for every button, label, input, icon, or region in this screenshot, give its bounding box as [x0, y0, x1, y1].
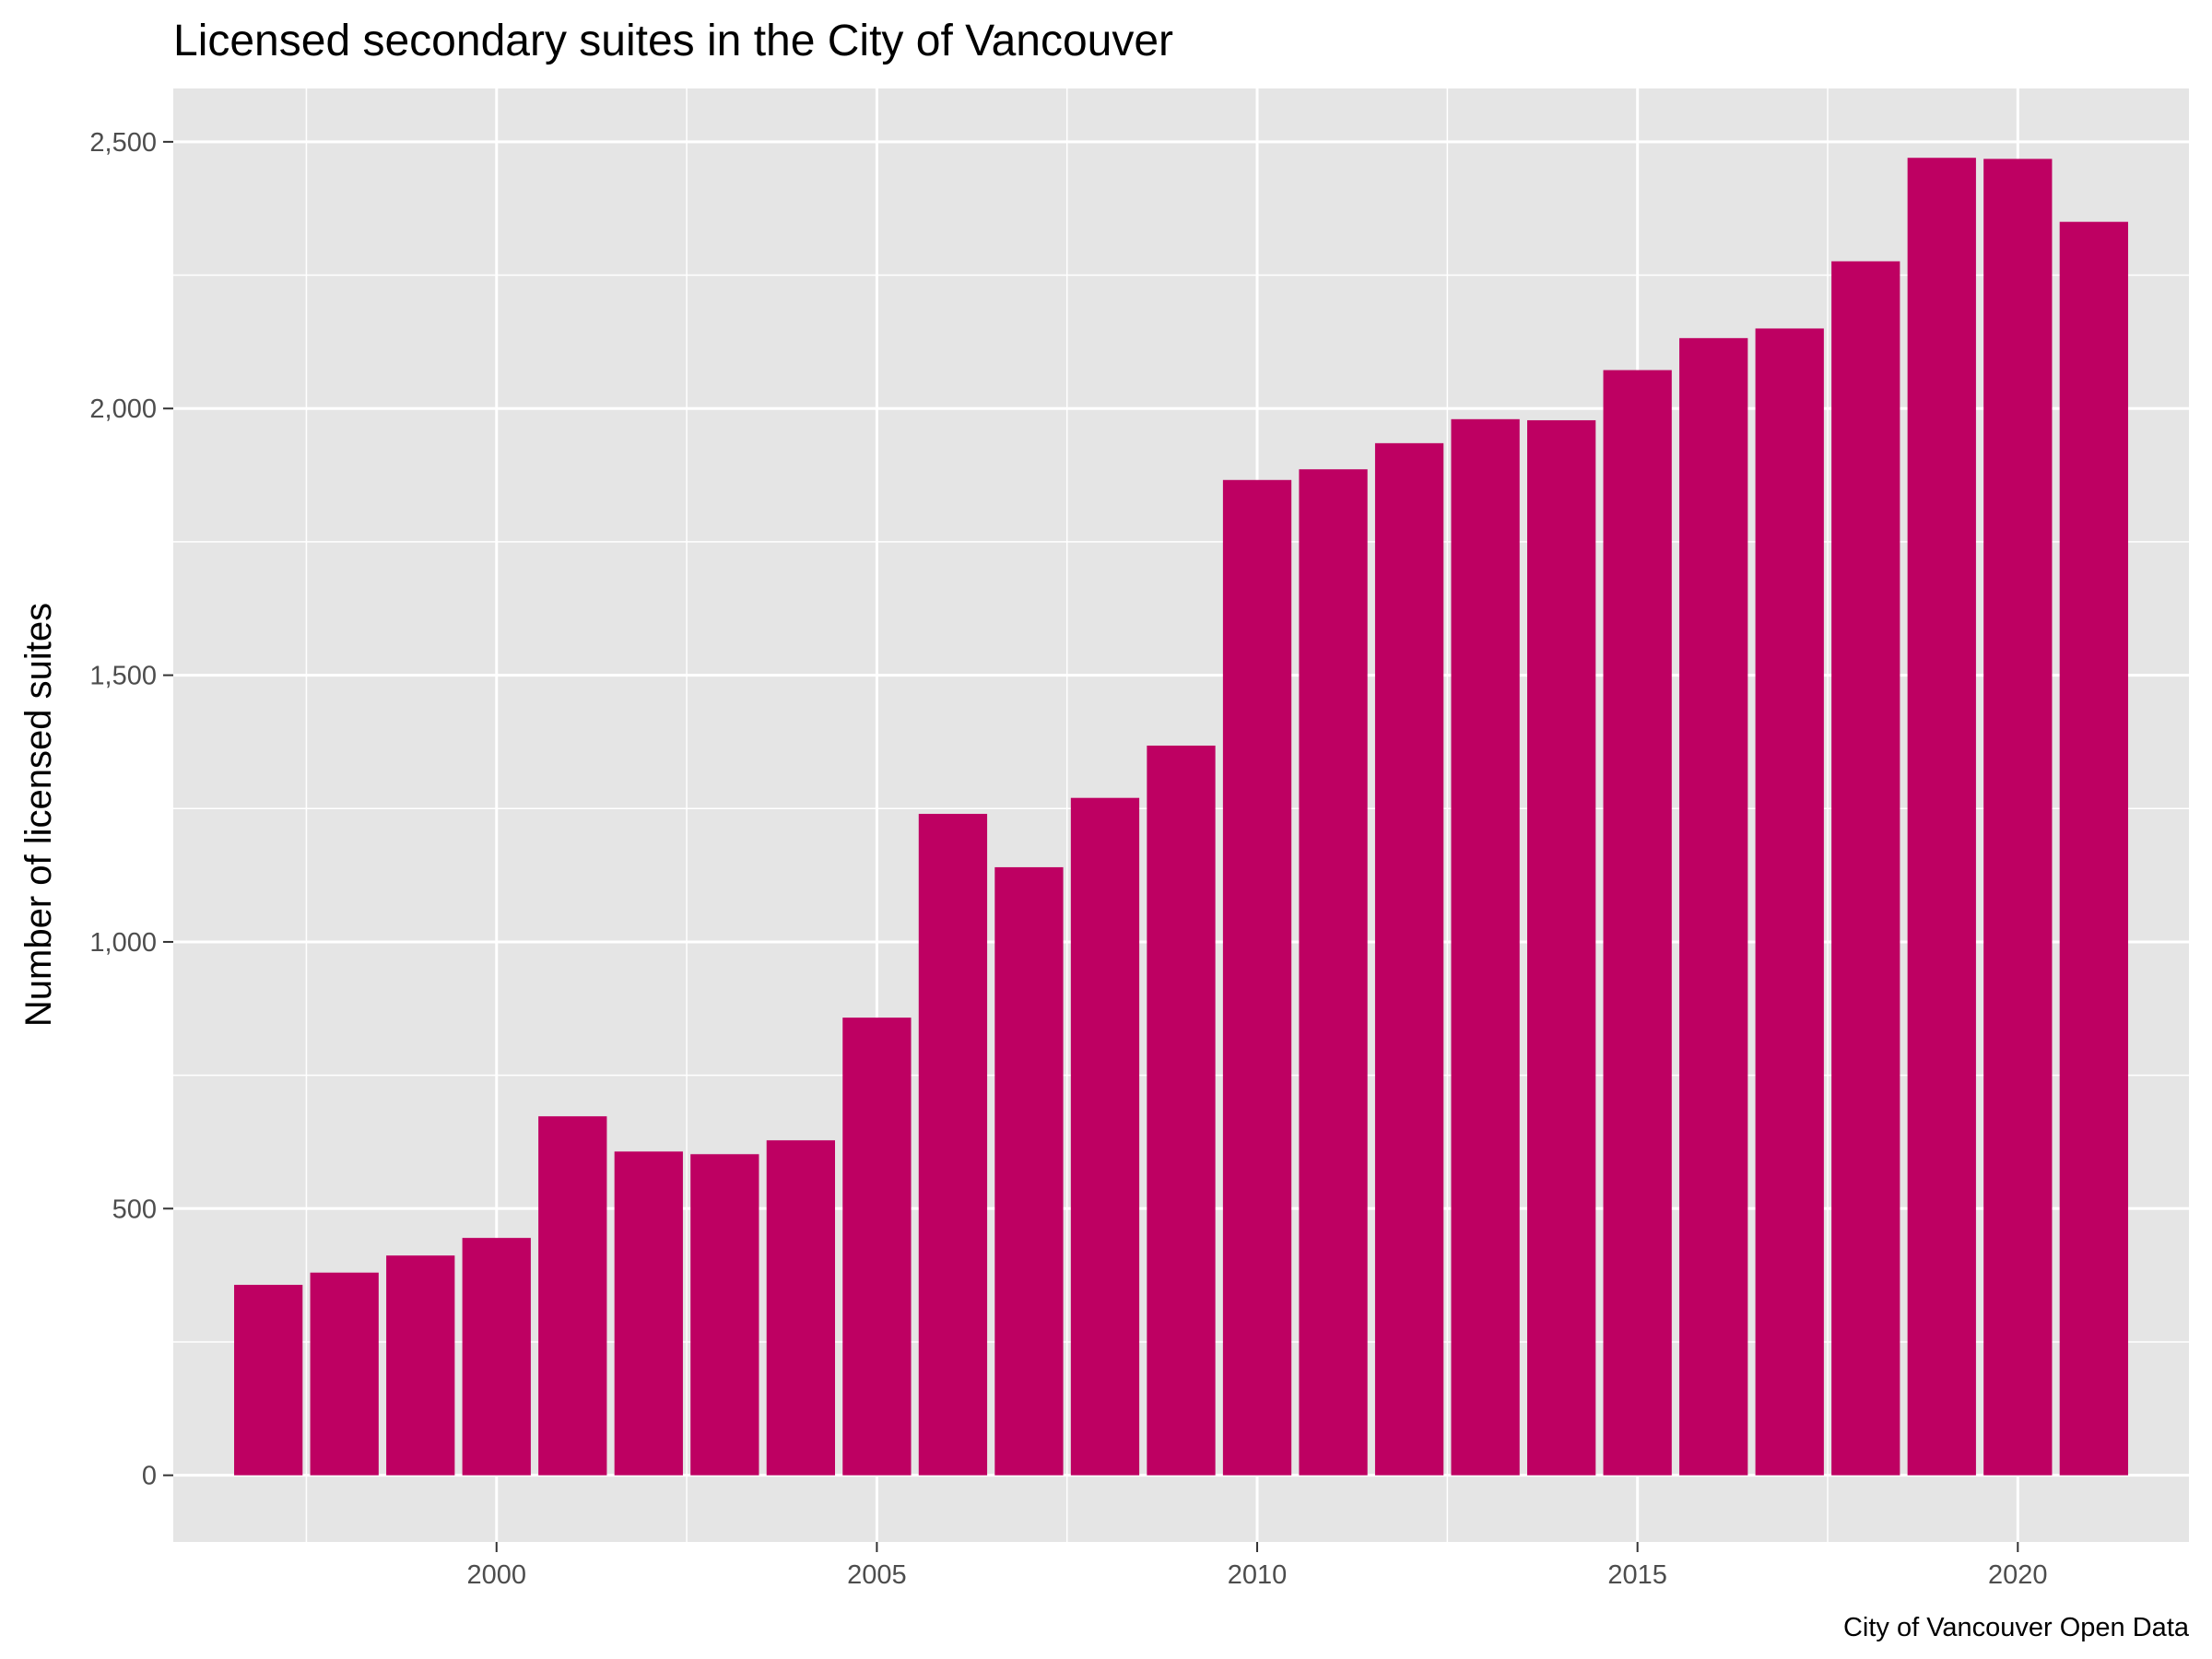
y-tick-label: 2,000: [89, 394, 157, 424]
bar-2021: [2059, 221, 2128, 1476]
bar-2005: [842, 1018, 912, 1476]
bar-2017: [1755, 328, 1824, 1476]
bar-2016: [1679, 337, 1748, 1476]
bar-2003: [690, 1154, 759, 1476]
y-tick-label: 500: [112, 1194, 157, 1224]
bar-2008: [1070, 797, 1140, 1476]
bars: [234, 158, 2128, 1476]
bar-2011: [1299, 469, 1368, 1476]
x-tick-label: 2015: [1607, 1560, 1667, 1590]
bar-2019: [1907, 158, 1976, 1476]
bar-2009: [1147, 745, 1216, 1476]
bar-2020: [1983, 159, 2053, 1476]
bar-2000: [462, 1238, 531, 1476]
bar-1997: [234, 1285, 303, 1476]
bar-1999: [386, 1255, 455, 1476]
y-tick-label: 2,500: [89, 128, 157, 158]
y-tick-label: 1,000: [89, 928, 157, 958]
x-tick-label: 2005: [847, 1560, 907, 1590]
bar-1998: [310, 1272, 379, 1476]
bar-2006: [918, 814, 988, 1476]
y-axis-title: Number of licensed suites: [18, 603, 59, 1027]
x-tick-label: 2000: [466, 1560, 526, 1590]
x-tick-label: 2020: [1988, 1560, 2048, 1590]
bar-2018: [1831, 261, 1900, 1476]
y-tick-label: 1,500: [89, 662, 157, 691]
y-axis: 0 500 1,000 1,500 2,000 2,500: [89, 128, 173, 1491]
bar-2001: [538, 1116, 607, 1476]
x-axis: 2000 2005 2010 2015 2020: [466, 1542, 2048, 1590]
chart-title: Licensed secondary suites in the City of…: [173, 17, 1173, 65]
x-tick-label: 2010: [1228, 1560, 1288, 1590]
bar-2013: [1451, 418, 1520, 1476]
bar-2015: [1603, 370, 1672, 1476]
bar-2007: [994, 866, 1064, 1476]
bar-2004: [766, 1140, 835, 1476]
bar-2002: [614, 1151, 683, 1476]
chart-caption: City of Vancouver Open Data: [1843, 1613, 2190, 1642]
bar-2010: [1222, 479, 1292, 1476]
bar-2014: [1527, 419, 1596, 1476]
bar-2012: [1374, 442, 1444, 1476]
y-tick-label: 0: [142, 1462, 157, 1491]
